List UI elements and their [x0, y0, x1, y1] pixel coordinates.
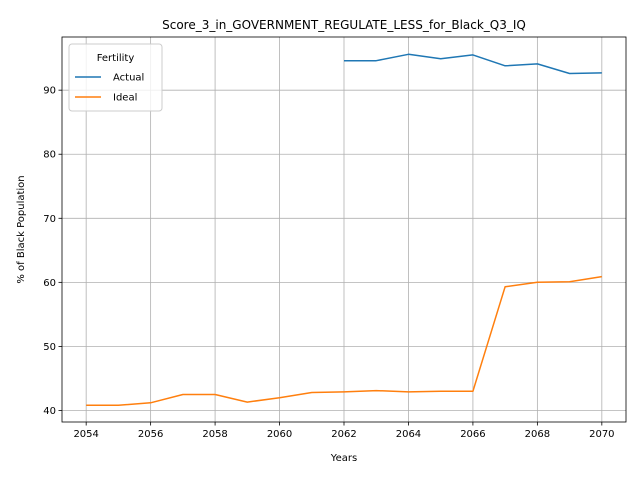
- x-tick-label: 2064: [396, 429, 421, 440]
- y-tick-label: 70: [43, 214, 56, 225]
- legend-box: [68, 43, 163, 112]
- grid-lines: [62, 37, 626, 422]
- y-axis-ticks: 40 50 60 70 80 90: [43, 86, 62, 417]
- x-axis-label: Years: [330, 453, 357, 464]
- legend: Fertility Actual Ideal: [68, 43, 163, 112]
- x-tick-label: 2068: [525, 429, 550, 440]
- y-tick-label: 90: [43, 86, 56, 97]
- x-tick-label: 2058: [202, 429, 227, 440]
- x-tick-label: 2060: [267, 429, 292, 440]
- x-tick-label: 2066: [460, 429, 485, 440]
- x-tick-label: 2062: [331, 429, 356, 440]
- x-tick-label: 2056: [138, 429, 163, 440]
- series-line-ideal: [86, 275, 602, 407]
- y-tick-label: 60: [43, 278, 56, 289]
- y-tick-label: 80: [43, 150, 56, 161]
- y-tick-label: 50: [43, 342, 56, 353]
- y-axis-label: % of Black Population: [16, 175, 27, 283]
- x-tick-label: 2070: [589, 429, 614, 440]
- chart-title: Score_3_in_GOVERNMENT_REGULATE_LESS_for_…: [162, 18, 526, 32]
- legend-title: Fertility: [97, 53, 135, 64]
- x-axis-ticks: 2054 2056 2058 2060 2062 2064 2066 2068 2070: [73, 422, 615, 440]
- x-tick-label: 2054: [73, 429, 98, 440]
- series-lines: [86, 53, 602, 407]
- legend-label-ideal: Ideal: [113, 93, 137, 104]
- y-tick-label: 40: [43, 406, 56, 417]
- legend-label-actual: Actual: [113, 73, 144, 84]
- series-line-actual: [344, 53, 602, 75]
